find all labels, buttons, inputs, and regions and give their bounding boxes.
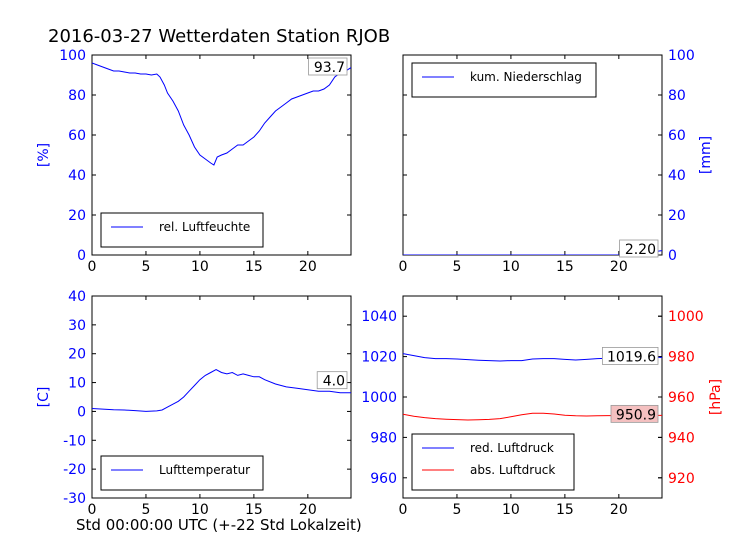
x-tick-label: 20: [299, 502, 317, 518]
series-line: [92, 369, 351, 412]
last-value-box: [316, 371, 348, 390]
x-tick-label: 15: [245, 502, 263, 518]
plot-frame: [91, 295, 352, 499]
last-value-label: 93.7: [314, 60, 345, 76]
y-tick-label: -30: [63, 491, 86, 507]
legend-box: [100, 212, 264, 248]
y-tick-label: 40: [668, 168, 686, 184]
x-tick-label: 20: [610, 259, 628, 275]
y-tick-label: 100: [668, 48, 695, 64]
y-tick-label: 20: [68, 347, 86, 363]
panel-pressure: 0 5 10 15 20 960 980 1000 1020 1040 920 940 960 980 10…: [361, 295, 724, 518]
x-tick-label: 5: [141, 502, 150, 518]
y-right-axis-label: [hPa]: [708, 379, 724, 415]
last-value-box: [610, 404, 659, 423]
last-value-label: 950.9: [616, 407, 656, 423]
y-tick-label: 80: [68, 88, 86, 104]
legend-box: [411, 433, 575, 491]
y-right-tick-label: 980: [668, 350, 695, 366]
legend-label: red. Luftdruck: [470, 441, 554, 455]
x-tick-label: 20: [299, 259, 317, 275]
x-tick-label: 20: [610, 502, 628, 518]
y-tick-label: 980: [370, 430, 397, 446]
x-tick-label: 0: [88, 502, 97, 518]
y-tick-label: 0: [77, 248, 86, 264]
last-value-box: [602, 347, 659, 365]
y-right-tick-label: 960: [668, 390, 695, 406]
y-right-tick-label: 1000: [668, 309, 704, 325]
y-tick-label: 60: [68, 128, 86, 144]
x-tick-label: 10: [502, 259, 520, 275]
panel-humidity: 0 5 10 15 20 0 20 40 60 80 100 [%] rel. Luftfeuchte 9…: [36, 48, 352, 275]
y-right-tick-label: 920: [668, 471, 695, 487]
y-axis-label: [mm]: [698, 136, 714, 174]
x-tick-label: 5: [452, 259, 461, 275]
x-axis-label: Std 00:00:00 UTC (+-22 Std Lokalzeit): [76, 516, 362, 534]
y-tick-label: 1000: [361, 390, 397, 406]
x-tick-label: 0: [399, 259, 408, 275]
panel-precipitation: 0 5 10 15 20 0 20 40 60 80 100 [mm] kum. Niederschla…: [399, 48, 714, 275]
y-right-tick-label: 940: [668, 430, 695, 446]
x-tick-label: 10: [191, 259, 209, 275]
last-value-box: [619, 239, 659, 258]
y-tick-label: 1020: [361, 350, 397, 366]
legend-label: kum. Niederschlag: [470, 70, 582, 84]
x-tick-label: 5: [141, 259, 150, 275]
y-tick-label: 960: [370, 471, 397, 487]
y-tick-label: 1040: [361, 309, 397, 325]
legend-box: [411, 62, 597, 98]
y-tick-label: 10: [68, 376, 86, 392]
x-tick-label: 15: [556, 259, 574, 275]
y-tick-label: 0: [77, 404, 86, 420]
legend-label: rel. Luftfeuchte: [159, 220, 250, 234]
x-tick-label: 5: [452, 502, 461, 518]
x-tick-label: 0: [399, 502, 408, 518]
last-value-box: [308, 57, 348, 76]
legend-label: abs. Luftdruck: [470, 463, 555, 477]
y-axis-label: [C]: [36, 387, 52, 408]
series-line: [92, 62, 351, 166]
legend-label: Lufttemperatur: [159, 463, 250, 477]
y-tick-label: 20: [668, 208, 686, 224]
last-value-label: 4.0: [323, 374, 345, 390]
y-tick-label: 30: [68, 318, 86, 334]
y-tick-label: 80: [668, 88, 686, 104]
legend-box: [100, 455, 264, 491]
panel-temperature: 0 5 10 15 20 -30 -20 -10 0 10 20 30 40 [C] Lufttempera…: [36, 289, 352, 518]
figure-title: 2016-03-27 Wetterdaten Station RJOB: [48, 26, 391, 47]
y-tick-label: 40: [68, 168, 86, 184]
last-value-label: 1019.6: [607, 349, 656, 365]
last-value-label: 2.20: [625, 242, 656, 258]
x-tick-label: 0: [88, 259, 97, 275]
x-tick-label: 10: [502, 502, 520, 518]
y-tick-label: 20: [68, 208, 86, 224]
y-axis-label: [%]: [36, 143, 52, 167]
y-tick-label: 60: [668, 128, 686, 144]
y-tick-label: 0: [668, 248, 677, 264]
x-tick-label: 15: [556, 502, 574, 518]
y-tick-label: -10: [63, 433, 86, 449]
x-tick-label: 10: [191, 502, 209, 518]
y-tick-label: 40: [68, 289, 86, 305]
y-tick-label: 100: [59, 48, 86, 64]
y-tick-label: -20: [63, 462, 86, 478]
x-tick-label: 15: [245, 259, 263, 275]
plot-frame: [91, 54, 352, 256]
